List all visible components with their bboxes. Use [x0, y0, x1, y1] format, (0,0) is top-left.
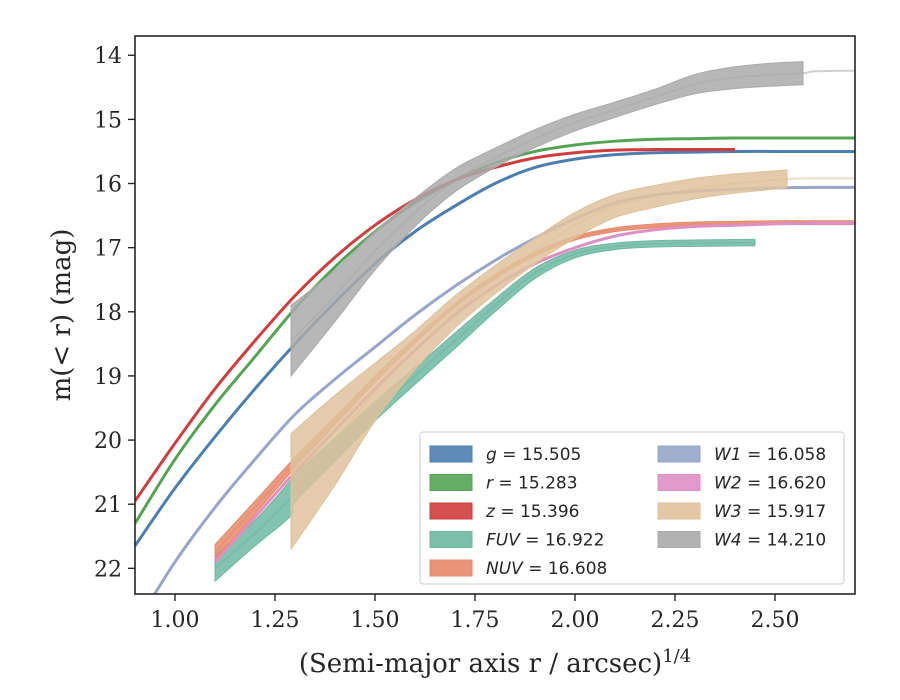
x-tick-label: 1.00	[151, 608, 200, 633]
x-tick-label: 2.25	[651, 608, 700, 633]
y-tick-label: 18	[94, 301, 122, 326]
legend-swatch-g	[429, 445, 473, 463]
y-axis-label: m(< r) (mag)	[47, 229, 77, 402]
legend-swatch-fuv	[429, 531, 473, 548]
legend-label-nuv: NUV = 16.608	[486, 559, 607, 579]
x-tick-label: 2.00	[551, 608, 600, 633]
legend-label-w2: W2 = 16.620	[714, 474, 826, 494]
legend-label-w1: W1 = 16.058	[714, 445, 826, 465]
y-tick-label: 19	[94, 365, 122, 390]
y-tick-label: 22	[94, 557, 122, 582]
legend-box	[419, 431, 845, 585]
legend-label-fuv: FUV = 16.922	[486, 531, 604, 551]
legend-label-w3: W3 = 15.917	[714, 502, 826, 522]
y-tick-label: 15	[94, 108, 122, 133]
legend-label-g: g = 15.505	[486, 445, 581, 465]
legend-swatch-nuv	[429, 559, 473, 577]
legend-label-w4: W4 = 14.210	[714, 531, 826, 551]
legend-swatch-z	[429, 502, 473, 520]
series-w3-band	[290, 169, 788, 551]
x-tick-label: 2.50	[751, 608, 800, 633]
plot-frame	[134, 35, 856, 595]
x-axis-label: (Semi-major axis r / arcsec)1/4	[299, 646, 691, 679]
series-w4-band	[290, 61, 804, 378]
y-tick-label: 14	[94, 44, 122, 69]
legend: g = 15.505 r = 15.283 z = 15.396 FUV = 16.9…	[419, 431, 845, 585]
x-tick-label: 1.25	[251, 608, 300, 633]
legend-swatch-w3	[657, 502, 701, 520]
y-tick-label: 21	[94, 493, 122, 518]
legend-label-r: r = 15.283	[486, 474, 578, 494]
x-tick-label: 1.50	[351, 608, 400, 633]
y-tick-label: 20	[94, 429, 122, 454]
y-tick-label: 17	[94, 237, 122, 262]
x-tick-label: 1.75	[451, 608, 500, 633]
legend-label-z: z = 15.396	[485, 502, 579, 522]
series-g-band	[135, 149, 855, 547]
y-tick-label: 16	[94, 173, 122, 198]
legend-swatch-w4	[657, 531, 701, 548]
x-axis-label-exponent: 1/4	[662, 646, 691, 667]
legend-swatch-w2	[657, 474, 701, 491]
legend-swatch-r	[429, 474, 473, 491]
legend-swatch-w1	[657, 445, 701, 463]
